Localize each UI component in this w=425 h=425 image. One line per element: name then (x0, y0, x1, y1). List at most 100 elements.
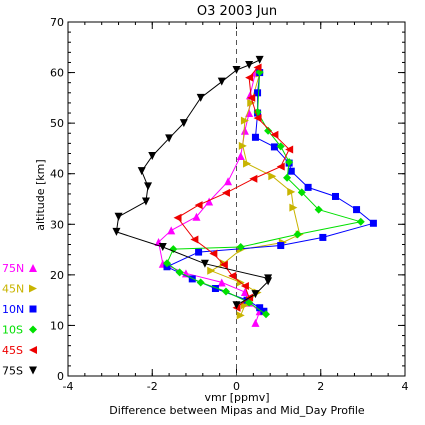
y-tick-label: 30 (50, 218, 64, 231)
data-point (331, 192, 339, 200)
data-point (251, 318, 260, 327)
series-10s (162, 68, 365, 319)
data-point (277, 242, 285, 250)
data-point (167, 226, 176, 235)
data-point (209, 249, 218, 258)
data-point (314, 205, 323, 214)
data-point (240, 288, 249, 297)
data-point (158, 243, 167, 252)
data-point (251, 290, 260, 299)
data-point (173, 213, 182, 222)
legend-label: 45S (2, 344, 23, 357)
data-point (238, 141, 247, 150)
y-tick-label: 20 (50, 269, 64, 282)
data-point (369, 219, 377, 227)
y-tick-label: 40 (50, 168, 64, 181)
data-point (194, 201, 203, 210)
y-tick-label: 60 (50, 67, 64, 80)
data-point (162, 259, 171, 268)
y-axis-label: altitude [km] (34, 159, 47, 230)
data-point (228, 271, 237, 280)
data-point (245, 298, 254, 307)
legend-marker (29, 305, 37, 313)
legend-marker (29, 284, 37, 293)
data-point (217, 278, 226, 287)
data-point (253, 114, 262, 123)
y-tick-label: 10 (50, 319, 64, 332)
x-tick-label: 0 (233, 380, 240, 393)
data-point (205, 197, 214, 206)
data-point (268, 172, 277, 181)
x-tick-label: -2 (147, 380, 158, 393)
data-point (243, 159, 252, 168)
data-point (289, 203, 298, 212)
data-point (264, 274, 273, 283)
data-point (221, 287, 230, 296)
legend-marker (29, 346, 37, 354)
data-point (196, 278, 205, 287)
x-tick-label: 2 (317, 380, 324, 393)
data-point (137, 167, 146, 176)
data-point (264, 126, 273, 135)
data-point (144, 182, 153, 191)
data-point (211, 285, 219, 293)
data-point (293, 230, 302, 239)
x-axis-label: vmr [ppmv] (204, 391, 269, 404)
data-point (240, 116, 249, 125)
data-point (192, 212, 201, 221)
data-point (285, 158, 294, 167)
data-point (175, 268, 184, 277)
series-45s (173, 63, 294, 312)
legend-label: 75S (2, 365, 23, 378)
data-point (276, 162, 285, 171)
data-point (232, 301, 241, 310)
data-point (270, 130, 279, 139)
series-line (166, 72, 361, 315)
data-point (255, 68, 264, 77)
data-point (240, 281, 249, 290)
data-point (236, 243, 245, 252)
data-point (287, 187, 296, 196)
data-point (236, 311, 245, 320)
legend-marker (29, 366, 37, 375)
legend-label: 45N (2, 283, 24, 296)
data-point (190, 235, 199, 244)
data-point (224, 177, 233, 186)
series-75s (112, 55, 273, 310)
y-tick-label: 50 (50, 117, 64, 130)
data-point (148, 152, 157, 161)
data-point (232, 66, 241, 75)
data-point (260, 307, 268, 315)
data-point (236, 152, 245, 161)
data-point (200, 259, 209, 268)
data-point (253, 63, 262, 72)
data-point (304, 183, 312, 191)
data-point (112, 227, 121, 236)
data-point (141, 197, 150, 206)
chart-subtitle: Difference between Mipas and Mid_Day Pro… (109, 404, 365, 417)
data-point (251, 133, 259, 141)
data-point (276, 142, 285, 151)
legend-marker (29, 264, 37, 272)
data-point (165, 134, 174, 143)
data-point (169, 245, 178, 254)
y-tick-label: 0 (57, 370, 64, 383)
data-point (287, 167, 295, 175)
data-point (356, 217, 365, 226)
data-point (196, 93, 205, 102)
legend-label: 75N (2, 262, 24, 275)
data-point (179, 119, 188, 128)
legend-marker (29, 325, 37, 334)
data-point (285, 145, 294, 154)
data-point (195, 248, 203, 256)
legend: 75N 45N 10N 10S 45S 75S (2, 262, 37, 378)
data-point (207, 266, 216, 275)
data-point (221, 188, 230, 197)
data-point (256, 304, 264, 312)
data-point (353, 206, 361, 214)
data-point (254, 89, 262, 97)
data-point (261, 310, 270, 319)
data-point (297, 188, 306, 197)
